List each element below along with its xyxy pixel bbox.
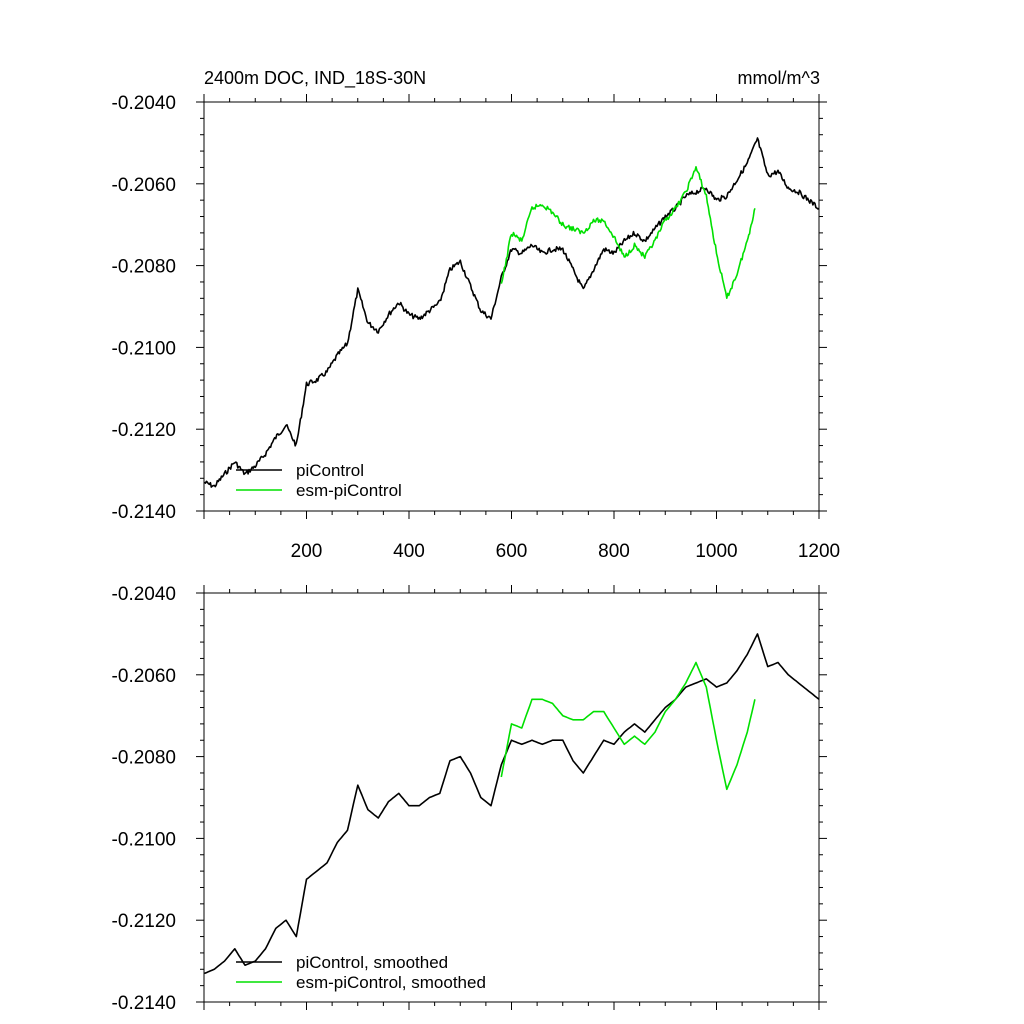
x-tick-label: 1000 (695, 541, 737, 562)
chart-title: 2400m DOC, IND_18S-30N (204, 68, 426, 89)
legend-label-esm-picontrol-smoothed: esm-piControl, smoothed (296, 973, 486, 992)
series-line-picontrol (204, 137, 820, 488)
y-tick-label: -0.2060 (112, 666, 176, 687)
y-tick-label: -0.2120 (112, 420, 176, 441)
plot-frame (203, 101, 820, 512)
y-axis-tick-labels: -0.2140 -0.2120 -0.2100 -0.2080 -0.2060 -0.20… (112, 584, 176, 1014)
x-tick-label: 800 (598, 541, 630, 562)
data-lines (204, 137, 820, 488)
x-tick-label: 600 (496, 541, 528, 562)
legend-label-esm-picontrol: esm-piControl (296, 481, 402, 500)
legend-label-picontrol-smoothed: piControl, smoothed (296, 953, 448, 972)
series-line-picontrol-smoothed (204, 633, 820, 975)
y-tick-label: -0.2140 (112, 993, 176, 1014)
x-tick-label: 1200 (798, 541, 840, 562)
x-tick-label: 200 (291, 541, 323, 562)
chart-units: mmol/m^3 (738, 68, 820, 88)
x-axis-tick-labels: 200 400 600 800 1000 1200 (291, 541, 840, 562)
legend: piControl esm-piControl (236, 461, 402, 500)
legend: piControl, smoothed esm-piControl, smoot… (236, 953, 486, 992)
top-panel: 2400m DOC, IND_18S-30N mmol/m^3 -0.2140-… (112, 68, 841, 562)
axis-ticks (196, 585, 827, 1010)
bottom-panel: -0.2140 -0.2120 -0.2100 -0.2080 -0.2060 -0.20… (112, 584, 827, 1014)
y-tick-label: -0.2100 (112, 338, 176, 359)
series-line-esm-picontrol-smoothed (500, 661, 756, 791)
y-tick-label: -0.2040 (112, 93, 176, 114)
data-lines (204, 633, 820, 975)
y-tick-label: -0.2140 (112, 502, 176, 523)
y-tick-label: -0.2100 (112, 829, 176, 850)
axis-ticks (196, 94, 827, 519)
y-tick-label: -0.2120 (112, 911, 176, 932)
x-tick-label: 400 (393, 541, 425, 562)
legend-label-picontrol: piControl (296, 461, 364, 480)
y-tick-label: -0.2060 (112, 175, 176, 196)
y-tick-label: -0.2080 (112, 257, 176, 278)
y-axis-tick-labels: -0.2140 -0.2120 -0.2100 -0.2080 -0.2060 -0.20… (112, 93, 176, 523)
y-tick-label: -0.2040 (112, 584, 176, 605)
plot-frame (203, 592, 820, 1003)
series-line-esm-picontrol (500, 166, 756, 300)
y-tick-label: -0.2080 (112, 748, 176, 769)
